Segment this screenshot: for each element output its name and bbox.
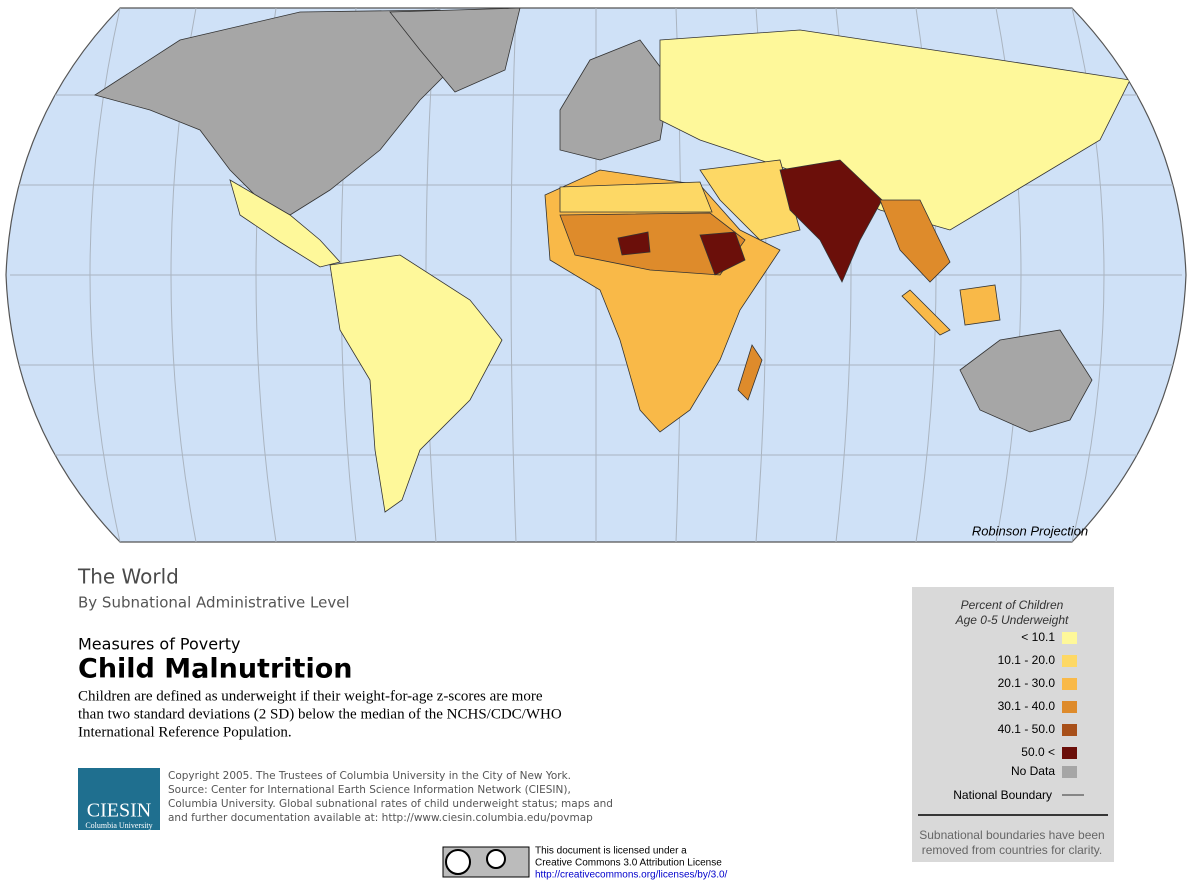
madagascar bbox=[737, 344, 763, 401]
australia bbox=[959, 329, 1093, 433]
legend-swatch bbox=[1062, 724, 1077, 736]
legend-swatch bbox=[1062, 701, 1077, 713]
borneo bbox=[959, 284, 1001, 326]
description-line: than two standard deviations (2 SD) belo… bbox=[78, 706, 562, 722]
sahel bbox=[559, 212, 746, 276]
legend-swatch bbox=[1062, 678, 1077, 690]
south-asia bbox=[779, 159, 883, 283]
legend-box bbox=[912, 587, 1114, 862]
greenland bbox=[389, 8, 521, 93]
north-america bbox=[94, 9, 481, 216]
license-line: This document is licensed under a bbox=[535, 846, 687, 857]
middle-east bbox=[699, 159, 801, 241]
legend-title: Age 0-5 Underweight bbox=[955, 613, 1069, 627]
description-line: International Reference Population. bbox=[78, 724, 292, 740]
series: Measures of Poverty bbox=[78, 635, 240, 654]
asia bbox=[659, 29, 1131, 231]
legend-label: 10.1 - 20.0 bbox=[998, 653, 1056, 667]
credit-line: Source: Center for International Earth S… bbox=[168, 784, 571, 796]
legend-label: National Boundary bbox=[953, 788, 1052, 802]
legend-label: < 10.1 bbox=[1021, 630, 1055, 644]
cc-icon bbox=[445, 849, 471, 875]
credit-line: and further documentation available at: … bbox=[168, 812, 593, 824]
south-america bbox=[329, 254, 503, 513]
by-icon bbox=[486, 849, 506, 869]
legend-title: Percent of Children bbox=[961, 598, 1064, 612]
legend-label: 50.0 < bbox=[1021, 745, 1055, 759]
legend-swatch bbox=[1062, 632, 1077, 644]
license-url: http://creativecommons.org/licenses/by/3… bbox=[535, 870, 728, 881]
legend-note: Subnational boundaries have been bbox=[919, 828, 1104, 842]
legend-swatch bbox=[1062, 655, 1077, 667]
legend-note: removed from countries for clarity. bbox=[922, 843, 1103, 857]
topic: Child Malnutrition bbox=[78, 654, 352, 685]
land bbox=[94, 8, 1131, 513]
logo-text: CIESIN bbox=[87, 800, 151, 822]
legend-label: 40.1 - 50.0 bbox=[998, 722, 1056, 736]
north-africa bbox=[559, 181, 713, 213]
projection-label: Robinson Projection bbox=[972, 523, 1088, 538]
ciesin-logo bbox=[78, 768, 160, 830]
central-america bbox=[229, 179, 341, 268]
sumatra bbox=[901, 289, 951, 336]
southeast-asia bbox=[879, 199, 951, 283]
legend-label: 30.1 - 40.0 bbox=[998, 699, 1056, 713]
region-title: The World bbox=[77, 565, 179, 589]
niger bbox=[617, 231, 651, 256]
credit-line: Copyright 2005. The Trustees of Columbia… bbox=[168, 770, 571, 782]
description-line: Children are defined as underweight if t… bbox=[78, 688, 543, 704]
legend-label: 20.1 - 30.0 bbox=[998, 676, 1056, 690]
credit-line: Columbia University. Global subnational … bbox=[168, 798, 613, 810]
logo-sub: Columbia University bbox=[85, 821, 152, 830]
legend-swatch bbox=[1062, 766, 1077, 778]
horn bbox=[699, 231, 746, 276]
license-line: Creative Commons 3.0 Attribution License bbox=[535, 858, 722, 869]
legend-label: No Data bbox=[1011, 764, 1055, 778]
subtitle: By Subnational Administrative Level bbox=[78, 594, 350, 612]
legend-swatch bbox=[1062, 747, 1077, 759]
